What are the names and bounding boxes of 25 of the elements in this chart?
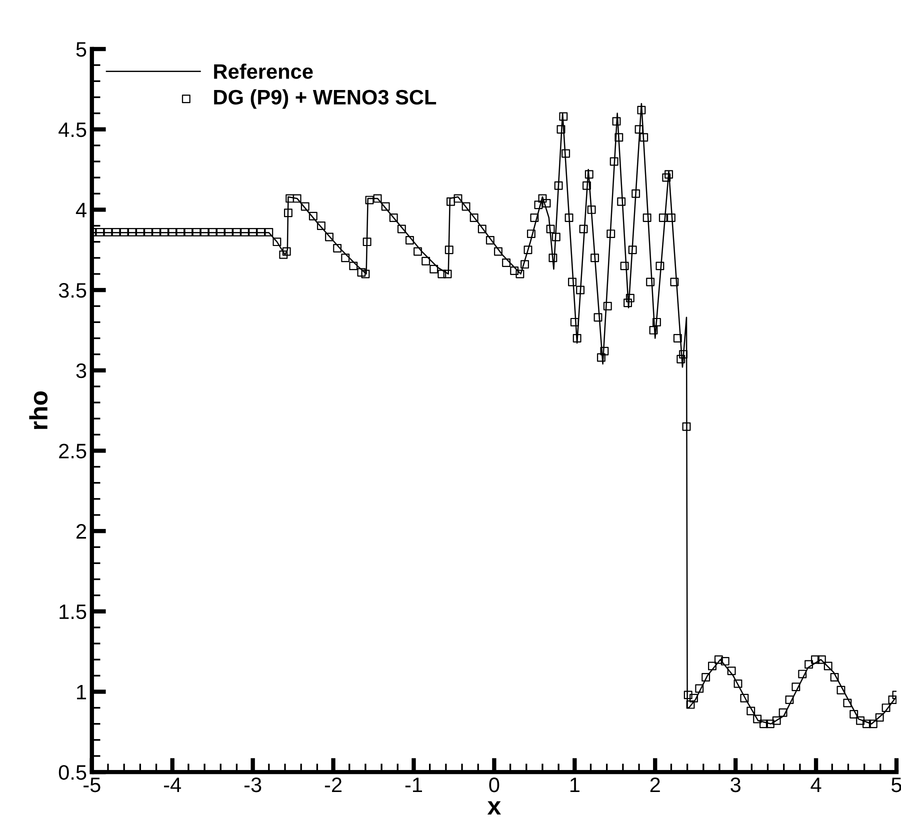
x-tick-label: 4 [810,778,822,792]
x-tick-label: -2 [324,777,342,792]
y-tick-label: 4.5 [58,122,86,138]
y-tick-label: 5 [76,42,86,57]
x-tick-label: -4 [164,778,182,792]
y-tick-label: 2 [76,524,86,539]
y-tick-label: 1 [77,684,86,700]
x-tick-label: 1 [570,778,580,792]
x-tick-label: 2 [650,777,660,792]
y-axis-title: rho [29,391,48,430]
x-tick-label: -3 [244,777,262,792]
y-tick-label: 4 [76,202,86,218]
legend-label: DG (P9) + WENO3 SCL [214,89,436,109]
x-tick-label: 0 [489,777,500,792]
y-tick-label: 0.5 [58,765,86,780]
x-tick-label: 5 [892,778,901,792]
x-tick-label: -5 [84,778,100,792]
x-tick-label: -1 [405,778,422,792]
x-tick-label: 3 [730,777,740,792]
y-tick-label: 2.5 [59,444,86,458]
y-tick-label: 3 [76,363,86,378]
y-tick-label: 1.5 [60,604,86,620]
x-axis-title: x [487,801,501,814]
y-tick-label: 3.5 [58,283,86,298]
legend-label: Reference [214,64,313,79]
